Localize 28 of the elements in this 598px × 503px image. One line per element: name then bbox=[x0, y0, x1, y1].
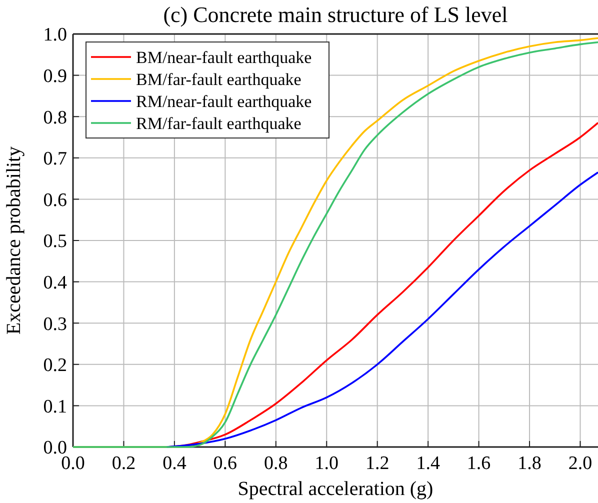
legend-label: BM/far-fault earthquake bbox=[136, 70, 302, 89]
x-tick-label: 0.2 bbox=[112, 453, 136, 474]
y-tick-label: 0.5 bbox=[43, 231, 67, 252]
x-tick-label: 1.0 bbox=[314, 453, 338, 474]
y-tick-label: 0.9 bbox=[43, 66, 67, 87]
x-tick-label: 1.8 bbox=[518, 453, 542, 474]
y-tick-label: 0.8 bbox=[43, 107, 67, 128]
x-tick-label: 1.2 bbox=[365, 453, 390, 474]
legend-label: BM/near-fault earthquake bbox=[136, 48, 312, 67]
x-tick-label: 0.8 bbox=[264, 453, 288, 474]
y-tick-label: 0.1 bbox=[43, 396, 67, 418]
x-tick-label: 0.0 bbox=[61, 453, 85, 474]
x-tick-label: 0.6 bbox=[213, 453, 238, 474]
x-tick-label: 1.6 bbox=[466, 453, 491, 474]
y-tick-label: 0.2 bbox=[43, 355, 67, 376]
legend-label: RM/near-fault earthquake bbox=[136, 92, 312, 111]
y-axis-title: Exceedance probability bbox=[3, 146, 25, 335]
y-tick-label: 0.4 bbox=[43, 272, 68, 294]
x-tick-label: 2.0 bbox=[568, 453, 592, 474]
x-axis-title: Spectral acceleration (g) bbox=[238, 478, 434, 500]
y-tick-label: 0.6 bbox=[43, 190, 67, 211]
y-tick-label: 1.0 bbox=[43, 24, 67, 46]
y-tick-label: 0.7 bbox=[43, 148, 67, 170]
legend-label: RM/far-fault earthquake bbox=[136, 114, 302, 133]
x-tick-label: 0.4 bbox=[162, 453, 187, 474]
x-tick-label: 1.4 bbox=[416, 453, 440, 474]
y-tick-label: 0.3 bbox=[43, 314, 67, 335]
chart-title: (c) Concrete main structure of LS level bbox=[163, 2, 508, 27]
